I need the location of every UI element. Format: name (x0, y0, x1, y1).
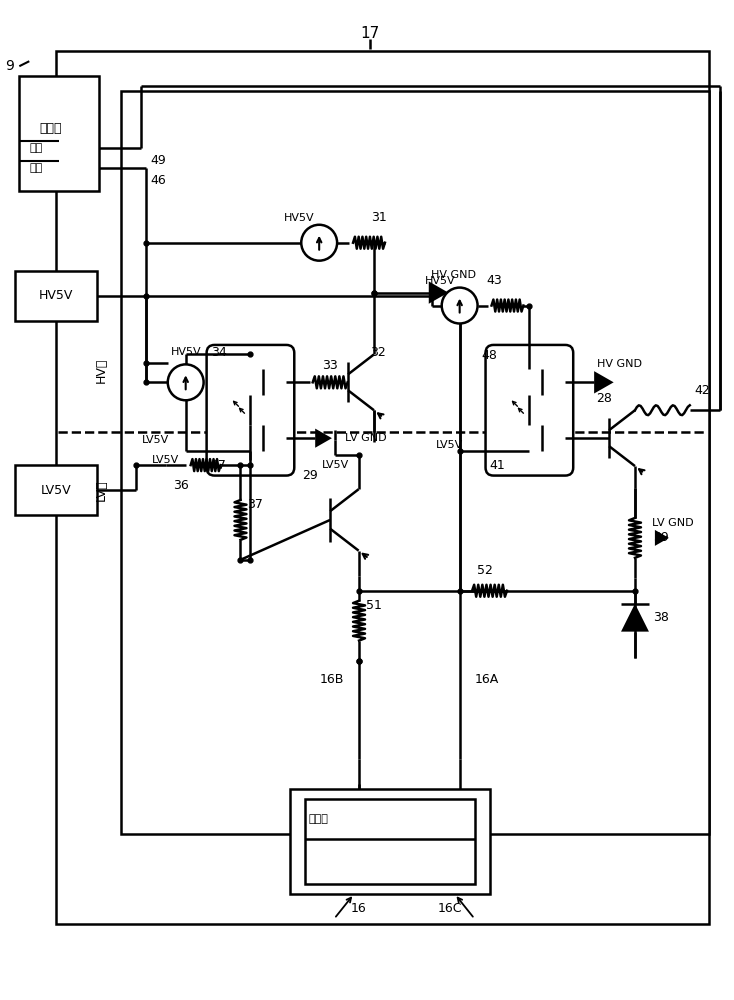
Text: 49: 49 (150, 154, 167, 167)
Text: HV GND: HV GND (597, 359, 642, 369)
Text: 52: 52 (476, 564, 493, 577)
Text: 34: 34 (211, 346, 226, 359)
Text: 31: 31 (371, 211, 387, 224)
Polygon shape (655, 530, 669, 546)
Text: 47: 47 (211, 459, 227, 472)
Text: 29: 29 (302, 469, 318, 482)
Text: LV5V: LV5V (41, 484, 71, 497)
Polygon shape (315, 429, 332, 448)
Text: 33: 33 (322, 359, 338, 372)
Polygon shape (517, 425, 542, 451)
Text: LV5V: LV5V (436, 440, 463, 450)
Text: 17: 17 (360, 26, 379, 41)
Text: LV5V: LV5V (321, 460, 349, 470)
Text: HV側: HV側 (95, 358, 107, 383)
Text: HV GND: HV GND (431, 270, 476, 280)
Text: HV5V: HV5V (284, 213, 315, 223)
Text: 输入: 输入 (29, 143, 43, 153)
Bar (305, 799, 475, 884)
Polygon shape (517, 369, 542, 395)
Text: 28: 28 (596, 392, 612, 405)
Text: 32: 32 (370, 346, 386, 359)
Text: 39: 39 (653, 531, 669, 544)
Text: 51: 51 (366, 599, 382, 612)
Text: HV5V: HV5V (170, 347, 201, 357)
Text: 16: 16 (351, 902, 367, 915)
Text: LV5V: LV5V (152, 455, 179, 465)
Text: 输出: 输出 (29, 163, 43, 173)
Bar (57, 51, 709, 924)
Text: 38: 38 (653, 611, 669, 624)
Polygon shape (594, 371, 614, 393)
Bar (15, 465, 97, 515)
Text: 36: 36 (172, 479, 189, 492)
Polygon shape (621, 604, 649, 632)
Text: 41: 41 (490, 459, 506, 472)
Polygon shape (238, 369, 264, 395)
Text: LV GND: LV GND (652, 518, 694, 528)
Bar (19, 76, 99, 191)
Text: 连接器: 连接器 (308, 814, 328, 824)
Text: LV GND: LV GND (345, 433, 387, 443)
Text: 46: 46 (150, 174, 167, 187)
Text: 16C: 16C (437, 902, 462, 915)
Bar (15, 271, 97, 320)
FancyBboxPatch shape (206, 345, 294, 476)
Bar (121, 91, 709, 834)
Text: HV5V: HV5V (39, 289, 73, 302)
Text: 16B: 16B (320, 673, 344, 686)
Text: LV側: LV側 (95, 479, 107, 501)
Polygon shape (429, 281, 448, 304)
Text: LV5V: LV5V (142, 435, 170, 445)
Text: 43: 43 (487, 274, 502, 287)
Text: 37: 37 (247, 498, 264, 511)
FancyBboxPatch shape (486, 345, 573, 476)
Text: HV5V: HV5V (424, 276, 455, 286)
Text: 16A: 16A (475, 673, 499, 686)
Text: 48: 48 (482, 349, 498, 362)
Text: 9: 9 (5, 59, 14, 73)
Bar (290, 789, 490, 894)
Text: 42: 42 (695, 384, 711, 397)
Text: 控制器: 控制器 (39, 122, 62, 135)
Polygon shape (238, 425, 264, 451)
